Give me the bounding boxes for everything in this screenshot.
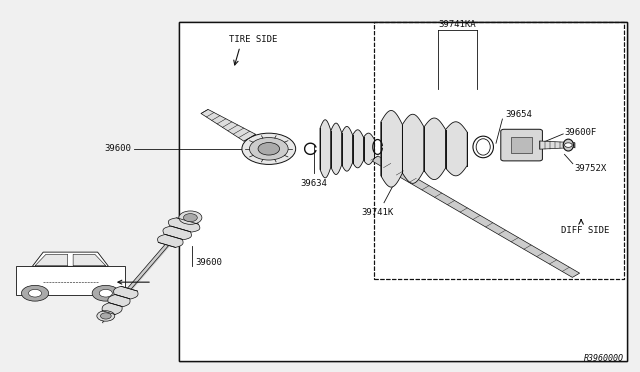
Polygon shape	[168, 218, 200, 232]
Polygon shape	[364, 133, 374, 164]
Text: 39654: 39654	[506, 110, 532, 119]
Circle shape	[100, 313, 111, 319]
Circle shape	[564, 143, 572, 147]
Text: 39741KA: 39741KA	[439, 20, 476, 29]
Polygon shape	[157, 234, 183, 247]
Polygon shape	[108, 295, 130, 307]
Circle shape	[179, 211, 202, 224]
Text: TIRE SIDE: TIRE SIDE	[228, 35, 277, 44]
Text: 39600F: 39600F	[564, 128, 596, 137]
Circle shape	[92, 285, 120, 301]
Circle shape	[250, 138, 288, 160]
Polygon shape	[424, 118, 445, 180]
Text: 39741K: 39741K	[362, 208, 394, 217]
Polygon shape	[353, 130, 364, 168]
Text: DIFF SIDE: DIFF SIDE	[561, 226, 610, 235]
Polygon shape	[371, 156, 580, 278]
Circle shape	[184, 214, 197, 222]
Polygon shape	[102, 303, 122, 314]
Polygon shape	[73, 254, 106, 266]
Polygon shape	[320, 120, 331, 178]
Circle shape	[21, 285, 49, 301]
Text: 39752X: 39752X	[574, 164, 606, 173]
Polygon shape	[35, 254, 68, 266]
Bar	[179, 22, 627, 361]
Polygon shape	[331, 123, 342, 174]
Circle shape	[29, 289, 42, 297]
Polygon shape	[32, 252, 108, 266]
Polygon shape	[163, 226, 191, 240]
Text: 39600: 39600	[195, 258, 222, 267]
Polygon shape	[342, 126, 353, 171]
Text: 39600: 39600	[104, 144, 131, 153]
Circle shape	[258, 142, 280, 155]
Polygon shape	[445, 122, 467, 176]
Bar	[511, 137, 532, 153]
Polygon shape	[114, 286, 138, 299]
Polygon shape	[540, 141, 575, 149]
Ellipse shape	[563, 139, 573, 151]
Circle shape	[97, 311, 115, 321]
Circle shape	[242, 133, 296, 164]
Circle shape	[99, 289, 112, 297]
Bar	[374, 22, 624, 279]
Polygon shape	[381, 110, 403, 187]
Text: R396000Q: R396000Q	[584, 354, 624, 363]
Polygon shape	[201, 109, 255, 141]
Polygon shape	[403, 114, 424, 183]
FancyBboxPatch shape	[500, 129, 543, 161]
Text: 39634: 39634	[300, 179, 327, 187]
Bar	[16, 266, 125, 295]
